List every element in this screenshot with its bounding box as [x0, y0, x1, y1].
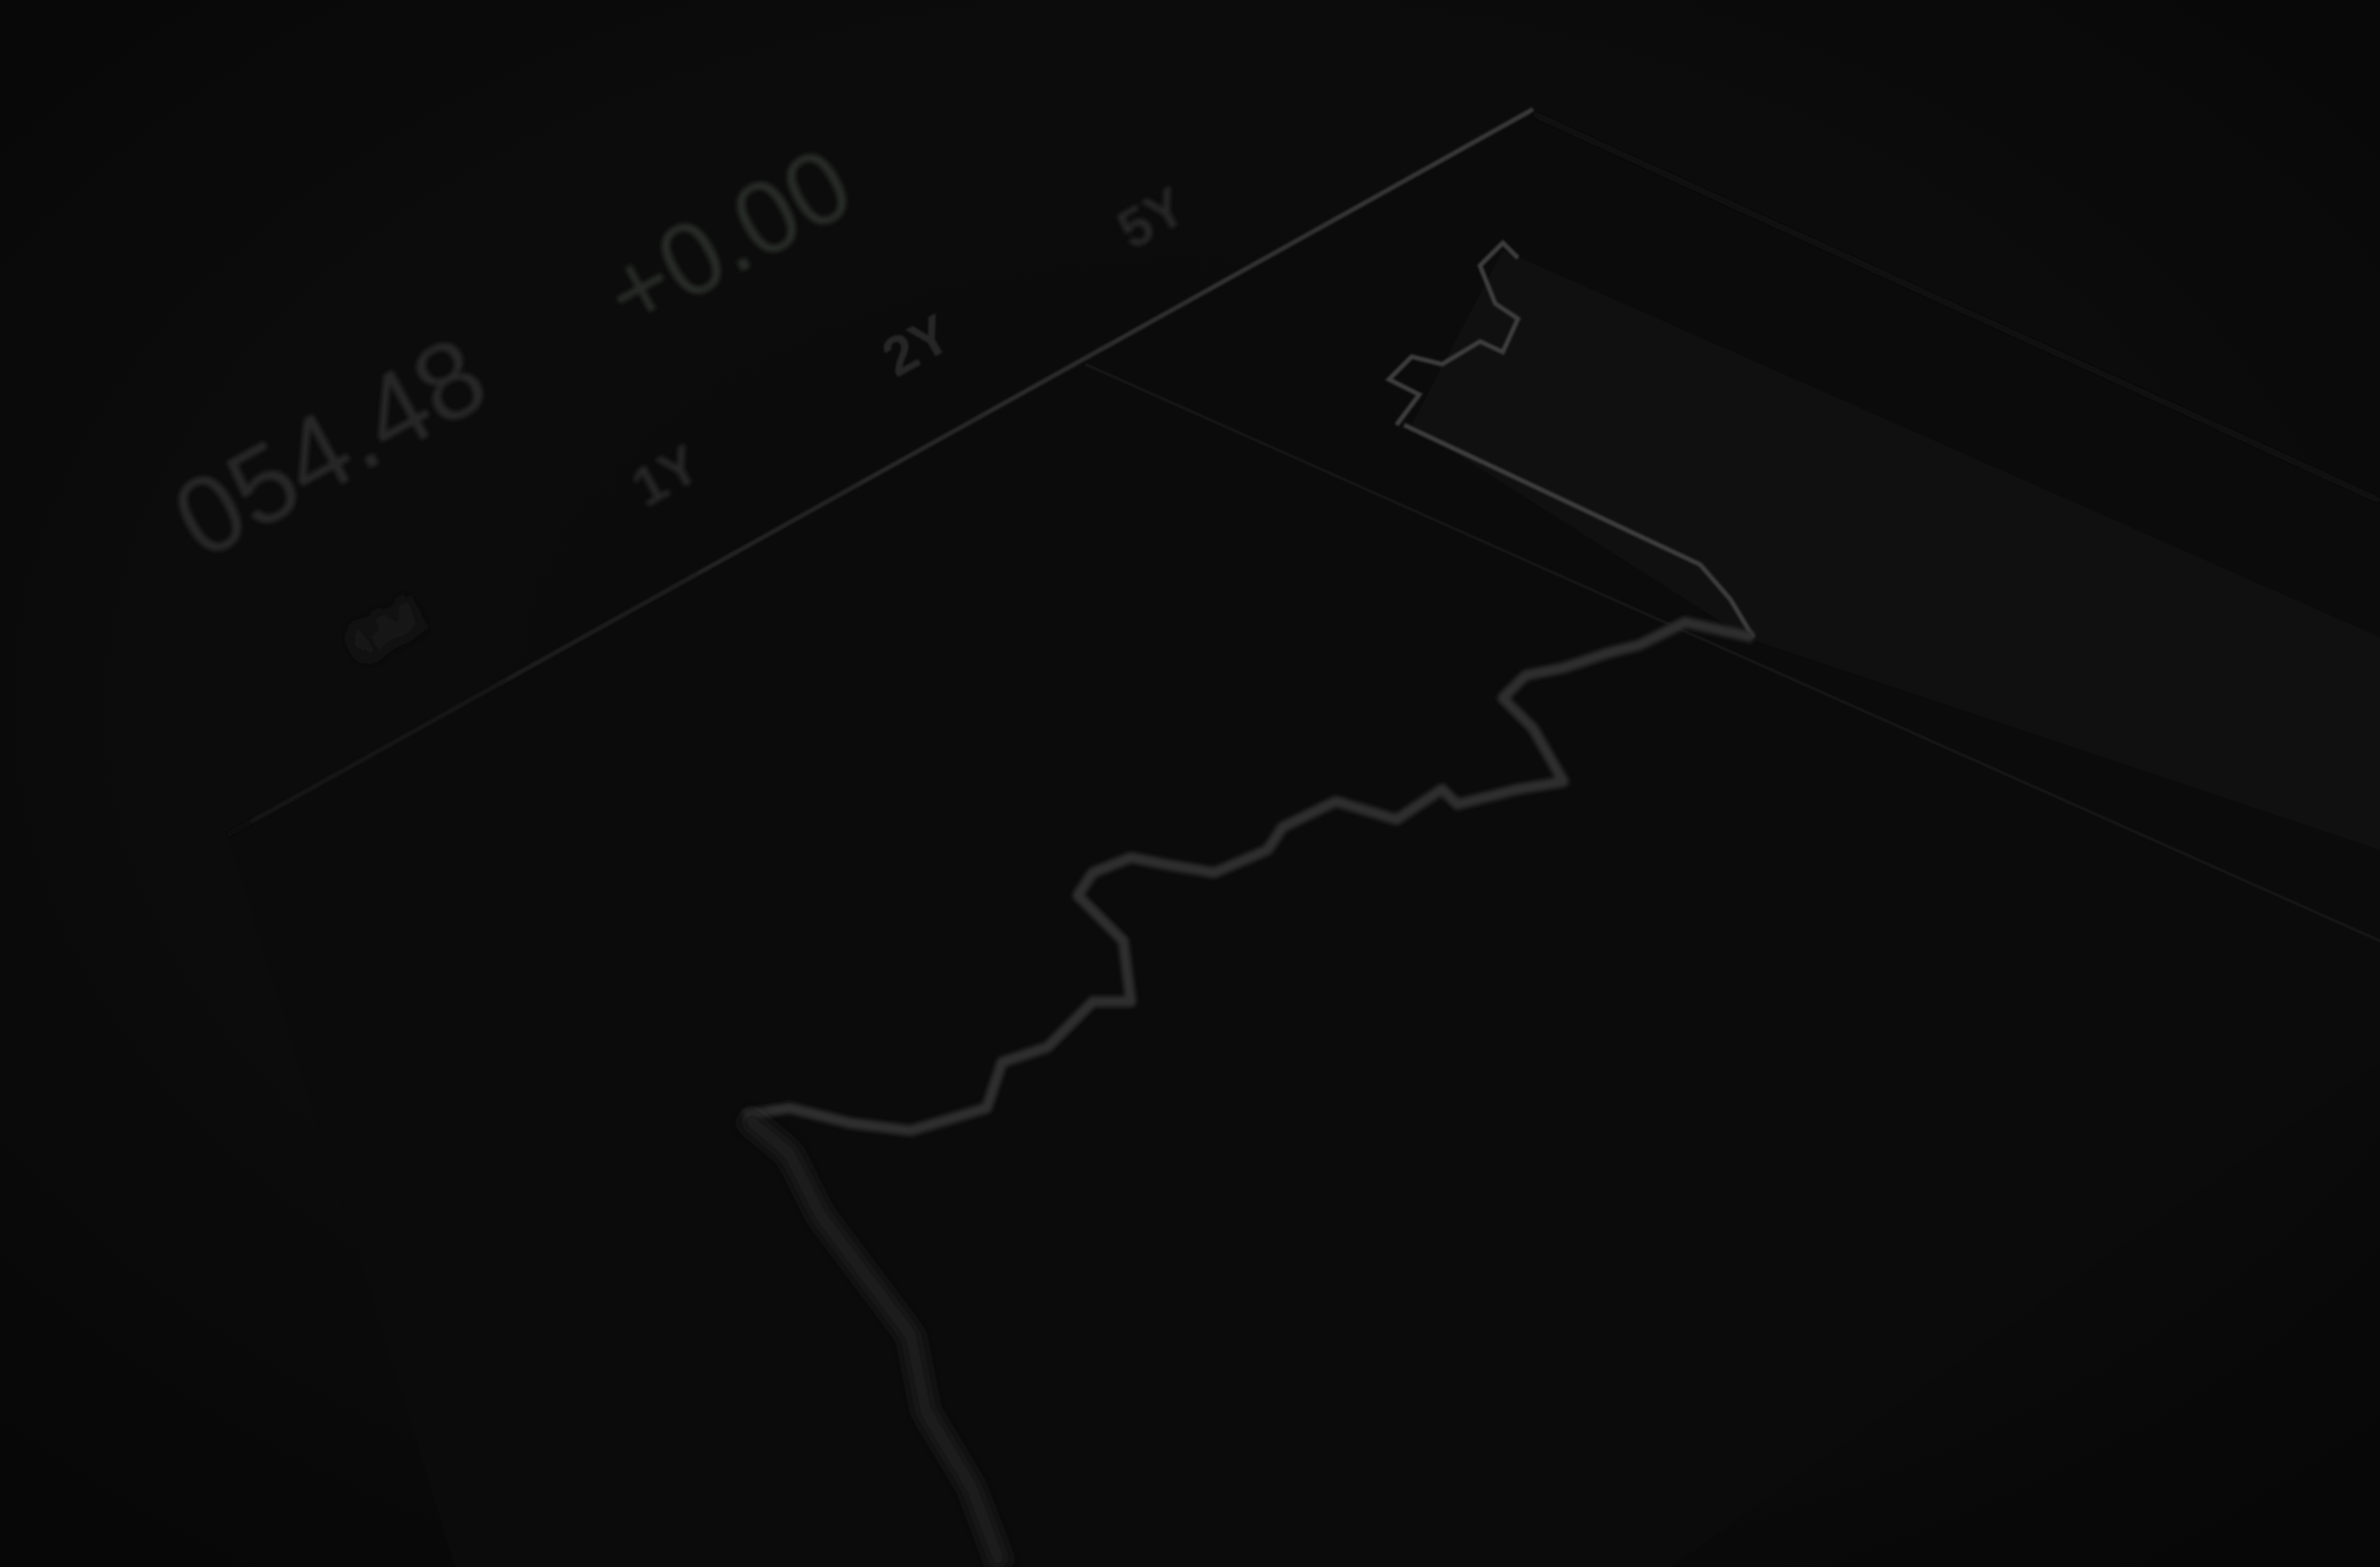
grid-line [1085, 363, 2380, 943]
shaded-area [1412, 250, 2380, 850]
axis-line [226, 106, 1534, 838]
grid-line [1532, 112, 2380, 503]
chart-line-far [1384, 239, 1756, 639]
chart-line-near [736, 1107, 1012, 1567]
chart-line-mid [742, 616, 1755, 1137]
